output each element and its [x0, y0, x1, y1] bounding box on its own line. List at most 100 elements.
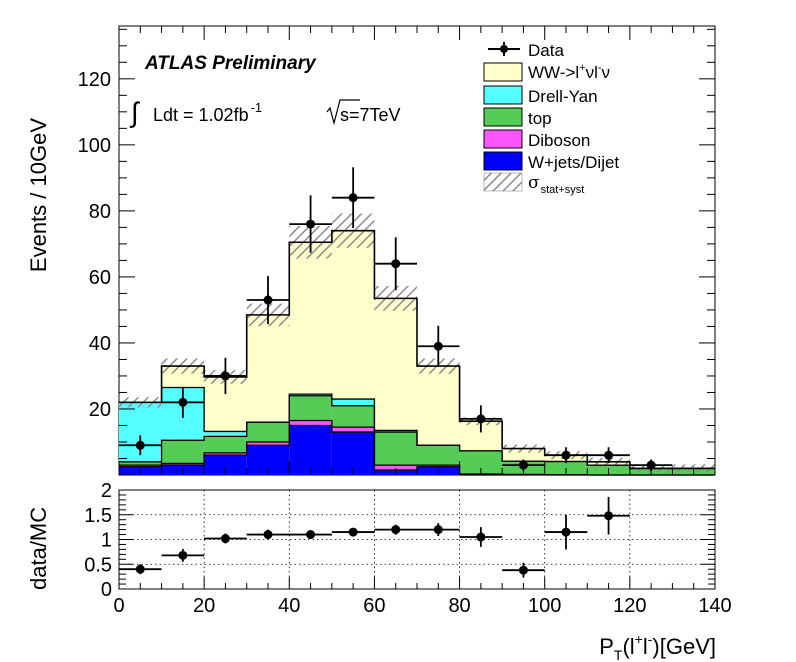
ratio-point-11 [587, 496, 630, 535]
bar-top-7 [417, 445, 460, 466]
legend-item-diboson: Diboson [483, 129, 590, 150]
legend-item-wjets: W+jets/Dijet [483, 151, 619, 172]
bar-ww-l-l--3 [246, 314, 290, 423]
ratio-point-5 [331, 527, 375, 537]
ratio-point-10 [544, 514, 588, 550]
bar-top-6 [374, 432, 417, 466]
data-point-8 [459, 405, 503, 433]
bar-ww-l-l--5 [331, 230, 375, 400]
main-ytick-label: 80 [89, 201, 111, 223]
lumi-label: Ldt = 1.02fb -1 [153, 100, 262, 125]
ratio-point-0 [119, 564, 162, 575]
bar-ww-l-l--4 [289, 242, 332, 395]
bar-top-4 [289, 395, 332, 421]
legend-label-ww: WW->l+νl-ν [528, 62, 610, 82]
data-point-2 [204, 357, 247, 395]
ratio-point-8 [459, 527, 503, 547]
ratio-point-6 [374, 524, 417, 535]
main-ytick-label: 120 [78, 69, 111, 91]
bar-w-jets-dijet-2 [204, 455, 247, 475]
bar-diboson-3 [246, 441, 290, 446]
main-ytick-label: 20 [89, 399, 111, 421]
legend-label-diboson: Diboson [528, 131, 590, 150]
legend-item-data: Data [488, 41, 564, 60]
legend-swatch-top [483, 107, 523, 127]
ratio-y-axis-label: data/MC [26, 507, 51, 590]
data-point-0 [119, 435, 162, 456]
outline-drell-yan [119, 386, 715, 470]
atlas-label: ATLAS Preliminary [144, 53, 317, 74]
bar-diboson-2 [204, 452, 247, 456]
bar-diboson-1 [161, 463, 205, 466]
legend-item-top: top [483, 107, 552, 128]
bar-diboson-4 [289, 420, 332, 426]
data-point-6 [374, 237, 417, 291]
ratio-grid [119, 490, 715, 589]
ratio-xtick-label: 0 [113, 595, 124, 617]
bar-drell-yan-5 [331, 399, 375, 406]
ratio-points [119, 496, 630, 578]
legend-label-top: top [528, 109, 552, 128]
data-point-10 [544, 447, 588, 464]
legend-swatch-diboson [483, 129, 523, 149]
integral-sign: ∫ [129, 97, 141, 128]
ratio-xtick-label: 60 [363, 595, 385, 617]
ratio-point-2 [204, 533, 247, 544]
bar-top-2 [204, 436, 247, 453]
ratio-ytick-label: 2 [101, 480, 112, 502]
ratio-xtick-label: 20 [193, 595, 215, 617]
data-point-11 [587, 447, 630, 464]
ratio-ytick-label: 1.5 [84, 505, 112, 527]
legend-label-uncertainty: σstat+syst [528, 173, 584, 196]
data-marker-icon [500, 45, 508, 53]
bar-w-jets-dijet-5 [331, 432, 375, 475]
bar-drell-yan-4 [289, 394, 332, 396]
data-point-7 [417, 325, 460, 367]
energy-label: s=7TeV [340, 105, 401, 125]
bar-ww-l-l--7 [417, 366, 460, 446]
ratio-xtick-label: 100 [528, 595, 561, 617]
main-ytick-label: 100 [78, 135, 111, 157]
sqrt-icon [326, 99, 360, 126]
legend-item-dy: Drell-Yan [483, 85, 598, 106]
bar-top-3 [246, 422, 290, 442]
bar-diboson-7 [417, 465, 460, 467]
ratio-ytick-label: 0 [101, 579, 112, 601]
main-ytick-label: 60 [89, 267, 111, 289]
bar-diboson-5 [331, 427, 375, 433]
main-axis: 20 40 60 80 100 120 [78, 26, 716, 476]
bar-top-0 [119, 461, 162, 466]
legend-item-ww: WW->l+νl-ν [483, 62, 610, 82]
ratio-point-9 [502, 562, 545, 578]
bar-top-8 [459, 450, 503, 475]
ratio-point-1 [161, 548, 205, 562]
outline-ww-l-l- [119, 229, 715, 470]
ratio-xtick-label: 120 [613, 595, 646, 617]
main-y-axis-label: Events / 10GeV [26, 118, 51, 272]
ratio-xtick-label: 80 [448, 595, 470, 617]
legend-label-dy: Drell-Yan [528, 87, 598, 106]
ratio-xtick-label: 40 [278, 595, 300, 617]
data-point-5 [331, 167, 375, 229]
data-point-4 [289, 195, 332, 253]
stacked-histogram [119, 230, 715, 475]
bar-drell-yan-6 [374, 430, 417, 433]
ratio-ytick-label: 0.5 [84, 554, 112, 576]
legend: Data WW->l+νl-ν Drell-Yan top Diboson W+… [483, 41, 619, 196]
x-axis-label: PT(l+l-)[GeV] [599, 631, 716, 662]
data-points [119, 167, 673, 471]
ratio-point-4 [289, 530, 332, 540]
legend-swatch-ww [483, 62, 523, 82]
bar-top-5 [331, 405, 375, 428]
ratio-point-7 [417, 523, 460, 537]
lumi-annotation: ∫ Ldt = 1.02fb -1 s=7TeV [129, 97, 401, 128]
legend-label-wjets: W+jets/Dijet [528, 153, 619, 172]
legend-swatch-uncertainty [483, 172, 523, 192]
bar-diboson-0 [119, 465, 162, 467]
ratio-point-3 [246, 529, 290, 540]
data-point-1 [161, 386, 205, 418]
main-panel: 20 40 60 80 100 120 ATLAS Preliminary ∫ Ldt =… [26, 25, 716, 476]
